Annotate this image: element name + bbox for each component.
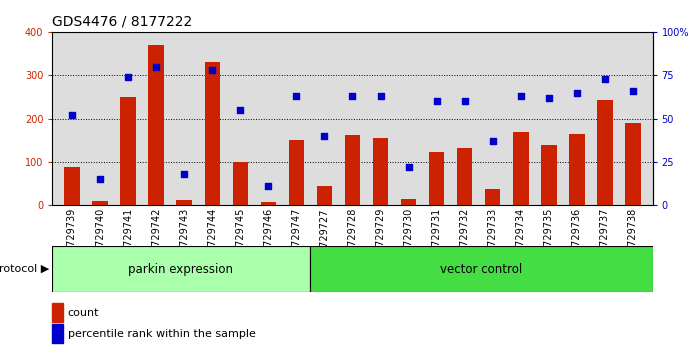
Bar [457,148,473,205]
Text: percentile rank within the sample: percentile rank within the sample [68,329,255,339]
Point [207,67,218,73]
Bar [513,132,528,205]
Point [543,95,554,101]
Point [459,98,470,104]
Text: protocol ▶: protocol ▶ [0,264,49,274]
Point [347,93,358,99]
Bar [401,199,416,205]
Bar [345,135,360,205]
Point [431,98,443,104]
Point [179,171,190,177]
Point [403,164,414,170]
Bar [310,246,653,292]
Text: GDS4476 / 8177222: GDS4476 / 8177222 [52,14,193,28]
Point [291,93,302,99]
Bar [373,138,388,205]
Bar [205,62,220,205]
Text: count: count [68,308,99,318]
Point [123,74,134,80]
Point [600,76,611,81]
Point [66,112,77,118]
Bar [52,246,310,292]
Bar [232,162,248,205]
Bar [485,189,500,205]
Bar [149,45,164,205]
Point [628,88,639,94]
Point [571,90,582,96]
Bar [541,144,556,205]
Point [235,107,246,113]
Bar [260,202,276,205]
Point [319,133,330,139]
Point [487,138,498,144]
Bar [429,153,445,205]
Bar [289,140,304,205]
Bar [317,186,332,205]
Text: vector control: vector control [440,263,522,275]
Bar [92,201,107,205]
Bar [597,101,613,205]
Bar [177,200,192,205]
Point [515,93,526,99]
Text: parkin expression: parkin expression [128,263,234,275]
Bar [569,134,585,205]
Bar [64,167,80,205]
Point [375,93,386,99]
Point [94,176,105,182]
Point [262,183,274,189]
Bar [120,97,136,205]
Bar [625,123,641,205]
Point [151,64,162,69]
